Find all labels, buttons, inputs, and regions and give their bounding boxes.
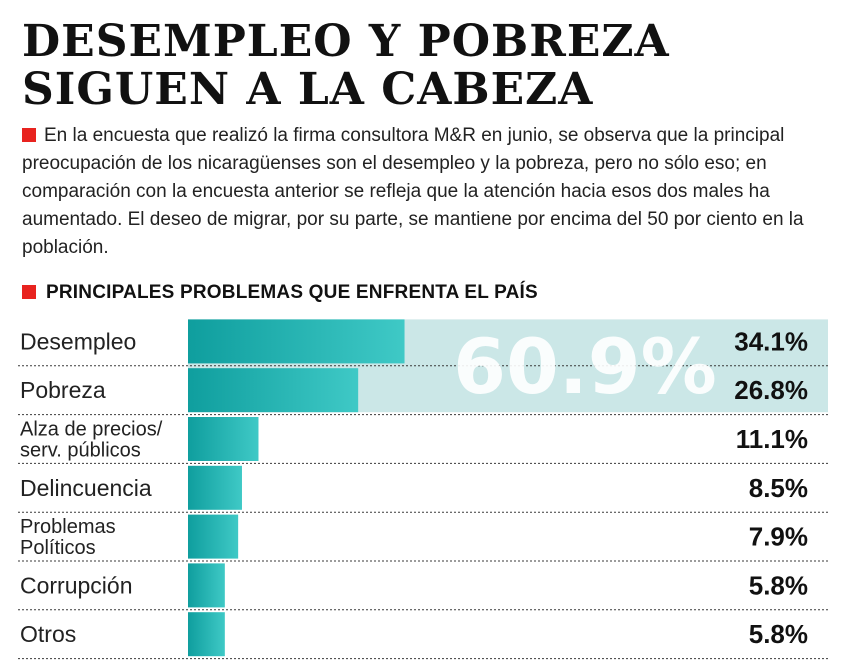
category-label: Problemas — [20, 516, 116, 538]
page-title: DESEMPLEO Y POBREZA SIGUEN A LA CABEZA — [22, 18, 670, 114]
red-square-bullet — [22, 128, 36, 142]
chart-title: PRINCIPALES PROBLEMAS QUE ENFRENTA EL PA… — [22, 282, 538, 304]
chart-title-text: PRINCIPALES PROBLEMAS QUE ENFRENTA EL PA… — [46, 282, 538, 303]
category-label: Alza de precios/ — [20, 419, 163, 441]
category-label: Políticos — [20, 537, 96, 559]
bar — [188, 319, 405, 364]
value-label: 11.1% — [736, 424, 808, 454]
bar — [188, 563, 225, 608]
intro-text: En la encuesta que realizó la firma cons… — [22, 125, 804, 258]
title-line-1: DESEMPLEO Y POBREZA — [22, 16, 670, 67]
highlight-total-label: 60.9% — [453, 322, 717, 411]
red-square-bullet — [22, 285, 36, 299]
bar — [188, 514, 239, 559]
value-label: 5.8% — [749, 619, 808, 649]
value-label: 34.1% — [734, 326, 808, 356]
value-label: 5.8% — [749, 570, 808, 600]
category-label: Desempleo — [20, 328, 136, 354]
value-label: 26.8% — [734, 375, 808, 405]
bar — [188, 368, 359, 413]
category-label: Pobreza — [20, 377, 106, 403]
bar — [188, 612, 225, 657]
bar — [188, 417, 259, 461]
category-label: Delincuencia — [20, 475, 152, 501]
title-line-2: SIGUEN A LA CABEZA — [22, 64, 594, 115]
value-label: 7.9% — [749, 522, 808, 552]
intro-paragraph: En la encuesta que realizó la firma cons… — [22, 122, 822, 262]
category-label: Corrupción — [20, 572, 133, 598]
category-label: Otros — [20, 621, 76, 647]
bar — [188, 465, 242, 510]
value-label: 8.5% — [749, 473, 808, 503]
category-label: serv. públicos — [20, 440, 141, 462]
